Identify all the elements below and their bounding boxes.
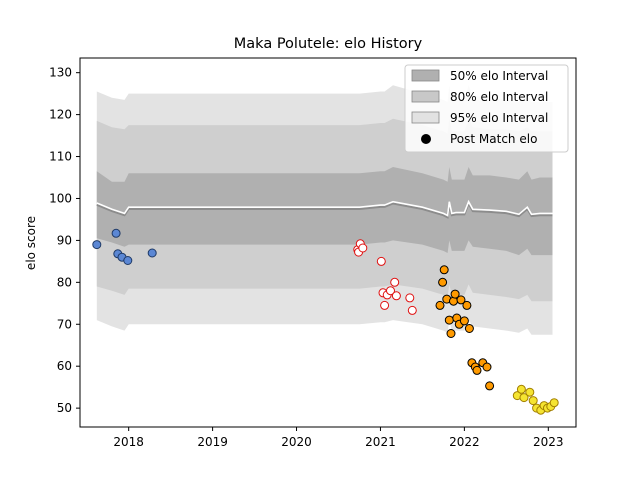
legend: 50% elo Interval 80% elo Interval 95% elo …: [404, 64, 569, 153]
data-point: [444, 315, 454, 325]
data-point: [439, 265, 449, 275]
data-point: [482, 362, 492, 372]
data-point: [516, 384, 526, 394]
data-point: [450, 289, 460, 299]
y-axis-label: elo score: [24, 216, 38, 270]
data-point: [92, 240, 102, 250]
x-tick-label: 2023: [533, 435, 564, 449]
y-tick-label: 120: [49, 108, 72, 122]
x-tick-label: 2018: [113, 435, 144, 449]
data-point: [525, 387, 535, 397]
data-point: [380, 300, 390, 310]
data-point: [528, 396, 538, 406]
legend-label-1: 50% elo Interval: [450, 69, 548, 83]
data-point: [519, 393, 529, 403]
y-axis: 50 60 70 80 90 100 110 120 130: [49, 66, 80, 415]
x-tick-label: 2019: [197, 435, 228, 449]
legend-label-2: 80% elo Interval: [450, 90, 548, 104]
x-tick-label: 2021: [365, 435, 396, 449]
data-point: [358, 243, 368, 253]
plot-frame: [79, 57, 577, 428]
y-tick-label: 90: [57, 233, 72, 247]
legend-marker: [421, 134, 431, 144]
point-group-1: [92, 228, 157, 265]
median-line-highlight: [96, 199, 553, 217]
data-point: [438, 277, 448, 287]
data-point: [456, 295, 466, 305]
legend-swatch-1: [411, 69, 440, 82]
data-point: [464, 324, 474, 333]
data-point: [407, 305, 417, 315]
y-tick-label: 80: [57, 275, 72, 289]
y-tick-label: 100: [49, 191, 72, 205]
data-point: [405, 293, 415, 303]
data-point: [390, 277, 400, 287]
y-tick-label: 130: [49, 66, 72, 80]
legend-swatch-2: [411, 90, 440, 103]
data-point: [391, 291, 401, 301]
data-point: [376, 256, 386, 266]
data-point: [549, 398, 559, 408]
point-group-2: [353, 239, 417, 315]
band-50-interval: [96, 167, 553, 256]
y-tick-label: 70: [57, 317, 72, 331]
point-group-4: [512, 384, 559, 415]
data-point: [485, 381, 495, 391]
x-tick-label: 2022: [449, 435, 480, 449]
legend-swatch-3: [411, 111, 440, 124]
legend-box: [404, 64, 569, 153]
post-match-points: [92, 228, 559, 415]
data-point: [123, 256, 133, 265]
x-axis: 2018 2019 2020 2021 2022 2023: [113, 427, 564, 449]
data-point: [147, 248, 157, 258]
data-point: [462, 300, 472, 310]
data-point: [459, 316, 469, 326]
data-point: [446, 329, 456, 338]
legend-label-3: 95% elo Interval: [450, 111, 548, 125]
median-line: [96, 201, 553, 219]
data-point: [435, 300, 445, 310]
point-group-3: [435, 265, 495, 391]
legend-label-4: Post Match elo: [450, 132, 537, 146]
x-tick-label: 2020: [281, 435, 312, 449]
y-tick-label: 60: [57, 359, 72, 373]
y-tick-label: 50: [57, 401, 72, 415]
y-tick-label: 110: [49, 150, 72, 164]
data-point: [111, 228, 121, 238]
median-elo-line: [96, 199, 553, 219]
data-point: [472, 365, 482, 375]
data-point: [386, 286, 395, 296]
chart-title: Maka Polutele: elo History: [234, 36, 423, 52]
